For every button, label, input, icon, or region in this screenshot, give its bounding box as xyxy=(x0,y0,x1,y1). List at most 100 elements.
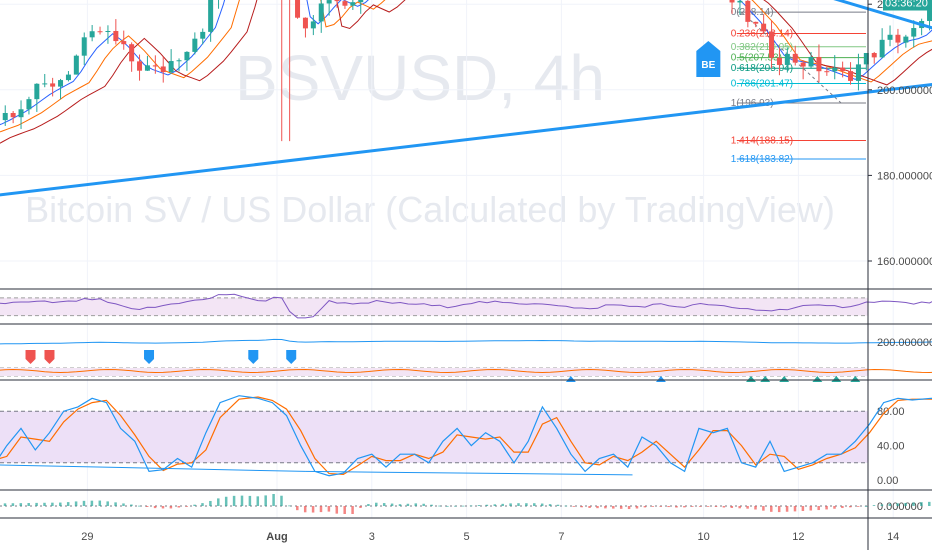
volume-bar xyxy=(856,506,860,507)
time-tick-label: 10 xyxy=(697,531,709,543)
watermark-description: Bitcoin SV / US Dollar (Calculated by Tr… xyxy=(25,189,835,230)
volume-bar xyxy=(493,504,497,506)
signal-triangle-blue xyxy=(655,376,666,382)
stoch-divergence-line xyxy=(0,464,306,472)
candle-body xyxy=(295,0,301,18)
fib-trend-line xyxy=(741,11,842,104)
volume-bar xyxy=(398,504,402,506)
volume-bar xyxy=(659,506,662,507)
signal-triangle-green xyxy=(760,376,771,382)
candle-body xyxy=(176,60,182,62)
volume-bar xyxy=(19,503,23,506)
price-tick-label: 160.000000 xyxy=(877,256,932,268)
fib-level-label: 0.786(201.47) xyxy=(731,79,793,90)
fib-level-label: 0.236(213.14) xyxy=(731,29,793,40)
volume-bar xyxy=(438,505,441,507)
signal-triangle-blue xyxy=(565,376,576,382)
volume-bar xyxy=(904,502,907,506)
volume-bar xyxy=(177,506,181,508)
candle-body xyxy=(808,56,814,67)
volume-bar xyxy=(288,505,291,507)
signal-markers: BE xyxy=(696,40,721,77)
volume-bar xyxy=(90,500,94,506)
signal-marker-blue xyxy=(144,350,155,364)
volume-bar xyxy=(872,505,876,506)
volume-bar xyxy=(446,505,449,507)
candle-body xyxy=(871,53,877,58)
volume-bar xyxy=(390,503,394,506)
signal-marker-red xyxy=(25,350,36,364)
candle-body xyxy=(342,1,348,6)
volume-bar xyxy=(540,503,544,506)
price-tick-label: 200.000000 xyxy=(877,85,932,97)
candle-body xyxy=(302,17,308,29)
volume-bar xyxy=(406,503,410,506)
volume-bar xyxy=(193,504,196,506)
volume-bar xyxy=(35,502,38,506)
volume-bar xyxy=(343,506,346,514)
volume-bar xyxy=(517,503,520,506)
volume-axis-label: 0.000000 xyxy=(877,501,923,513)
volume-bar xyxy=(422,503,425,506)
flag-marker xyxy=(696,40,721,77)
volume-bar xyxy=(82,500,86,506)
volume-bar xyxy=(714,506,718,507)
stoch-tick-label: 80.00 xyxy=(877,406,905,418)
fib-level-label: 1.618(183.82) xyxy=(731,154,793,165)
volume-bar xyxy=(138,505,141,507)
volume-bar xyxy=(809,506,813,511)
candle-body xyxy=(350,2,356,6)
volume-bar xyxy=(217,498,220,506)
volume-bar xyxy=(3,503,7,506)
candle-body xyxy=(184,51,190,61)
rsi-line xyxy=(0,293,932,319)
volume-bar xyxy=(801,506,805,511)
fibonacci-retracement[interactable]: 0(218.14)0.236(213.14)0.382(210.05)0.5(2… xyxy=(731,7,866,165)
signal-triangle-green xyxy=(831,376,842,382)
candle-body xyxy=(2,112,8,121)
candle-body xyxy=(160,66,166,73)
volume-bar xyxy=(240,495,244,506)
volume-bar xyxy=(691,506,694,507)
signal-triangle-green xyxy=(779,376,790,382)
candle-body xyxy=(50,83,56,87)
volume-bar xyxy=(864,505,868,507)
candle-body xyxy=(81,37,87,56)
volume-bar xyxy=(683,506,686,508)
candle-body xyxy=(318,3,324,22)
candle-body xyxy=(745,0,751,22)
indicator-panel: 200.000000 xyxy=(0,337,932,382)
volume-bar xyxy=(572,506,576,507)
candle-body xyxy=(326,0,332,4)
volume-bar xyxy=(169,506,173,509)
volume-bar xyxy=(556,504,560,506)
time-tick-label: 7 xyxy=(558,531,564,543)
volume-bar xyxy=(627,506,631,510)
volume-bar xyxy=(564,505,568,507)
candle-body xyxy=(26,99,32,110)
volume-bar xyxy=(327,506,331,512)
volume-bar xyxy=(74,501,78,506)
candle-body xyxy=(200,31,206,39)
volume-bar xyxy=(201,503,204,506)
volume-bar xyxy=(351,506,354,514)
candle-body xyxy=(784,53,790,65)
volume-bar xyxy=(793,506,797,512)
candle-body xyxy=(753,21,759,24)
volume-bar xyxy=(224,496,228,506)
trendlines[interactable] xyxy=(0,0,932,218)
countdown-badge xyxy=(883,0,932,11)
fib-level-label: 1.414(188.15) xyxy=(731,136,793,147)
volume-bar xyxy=(880,504,884,506)
candle-body xyxy=(903,36,909,43)
indicator-axis-label: 200.000000 xyxy=(877,337,932,349)
candle-body xyxy=(129,44,135,62)
volume-bar xyxy=(122,503,125,506)
volume-bar xyxy=(825,506,828,510)
volume-bar xyxy=(509,503,512,506)
indicator-line-orange xyxy=(0,368,932,374)
volume-bar xyxy=(706,506,710,507)
candle-body xyxy=(911,28,917,37)
